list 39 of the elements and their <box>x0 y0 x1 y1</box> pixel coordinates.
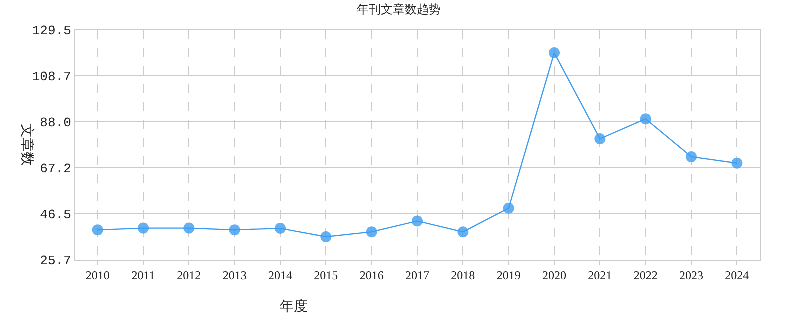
point <box>458 226 469 238</box>
x-tick-label: 2019 <box>496 268 521 282</box>
point <box>686 151 697 162</box>
x-tick-label: 2012 <box>177 268 202 282</box>
point <box>229 224 240 236</box>
x-tick-label: 2013 <box>222 268 247 282</box>
x-axis-title: 年度 <box>280 299 308 315</box>
point <box>138 222 149 234</box>
point <box>594 134 606 145</box>
y-tick-label: 88.0 <box>40 116 72 131</box>
y-tick-label: 25.7 <box>40 254 72 269</box>
point <box>366 226 378 238</box>
x-tick-label: 2017 <box>406 268 430 282</box>
point <box>549 48 560 59</box>
x-tick-label: 2015 <box>314 268 338 282</box>
point <box>92 224 104 236</box>
chart-title: 年刊文章数趋势 <box>357 2 441 16</box>
point <box>732 158 743 169</box>
point <box>640 114 652 125</box>
point <box>184 222 195 234</box>
point <box>503 202 514 214</box>
y-tick-label: 46.5 <box>40 207 72 222</box>
x-tick-label: 2023 <box>680 268 704 282</box>
x-tick-label: 2010 <box>86 268 110 282</box>
y-axis-title: 文章数 <box>18 124 35 166</box>
x-tick-label: 2014 <box>268 268 292 282</box>
x-tick-label: 2011 <box>132 268 156 282</box>
point <box>275 223 286 234</box>
x-tick-label: 2020 <box>542 268 566 282</box>
y-tick-label: 108.7 <box>32 70 72 85</box>
y-tick-label: 67.2 <box>40 162 72 177</box>
x-tick-label: 2024 <box>725 268 750 282</box>
x-tick-label: 2016 <box>360 268 384 282</box>
y-tick-label: 129.5 <box>32 24 72 39</box>
point <box>412 216 423 227</box>
x-tick-label: 2022 <box>634 268 658 282</box>
x-tick-label: 2021 <box>588 268 612 282</box>
point <box>320 231 332 242</box>
x-tick-label: 2018 <box>451 268 476 282</box>
